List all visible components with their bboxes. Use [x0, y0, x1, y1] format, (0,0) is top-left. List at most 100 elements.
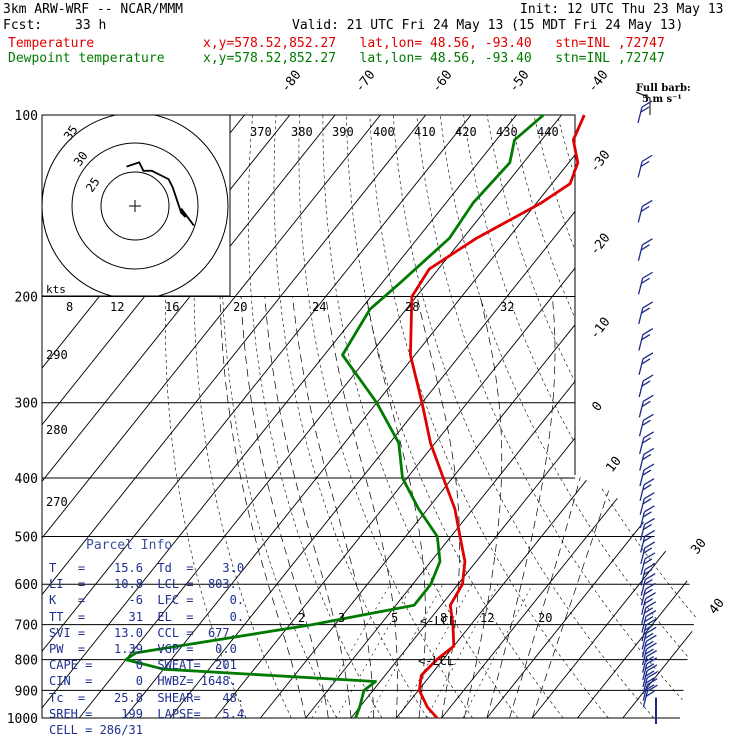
wind-barb-flag	[646, 671, 658, 679]
wind-barb-staff	[642, 684, 648, 701]
wind-barb-flag	[643, 413, 654, 421]
isotherm-line	[42, 115, 381, 718]
moist-adiabat	[416, 296, 460, 718]
theta-side-label: 290	[46, 348, 68, 362]
wind-barb-staff	[641, 607, 647, 624]
hodo-ring-label: 30	[71, 149, 91, 169]
dry-adiabat	[322, 115, 519, 718]
wind-barb-staff	[639, 469, 645, 487]
wind-barb	[642, 671, 658, 695]
wind-barb-staff	[642, 663, 648, 681]
dry-adiabat	[392, 115, 655, 718]
wind-barb-flag	[640, 106, 650, 113]
wind-barb-staff	[639, 454, 645, 471]
wind-barb	[642, 664, 658, 688]
isotherm-label: -20	[587, 231, 613, 259]
wind-barb-staff	[642, 691, 649, 708]
wind-barb	[642, 678, 658, 701]
wind-barb-flag	[643, 558, 653, 565]
wind-barb-flag	[644, 562, 656, 570]
isotherm-line	[42, 115, 472, 718]
dry-adiabat	[486, 115, 700, 718]
wind-barb-flag	[646, 634, 657, 642]
legend-dewpoint-info: x,y=578.52,852.27 lat,lon= 48.56, -93.40…	[203, 51, 665, 66]
parcel-info-row: SREH = 199 LAPSE= 5.4	[49, 706, 245, 721]
parcel-info-row: K = -6 LFC = 0.	[49, 593, 245, 608]
wind-barb-staff	[640, 536, 646, 553]
wind-barb	[638, 374, 654, 398]
parcel-info-row: Tc = 25.8 SHEAR= 48.	[49, 690, 245, 705]
parcel-info-row: LI = 10.8 LCL = 803.	[49, 577, 237, 592]
hodo-ring	[42, 115, 229, 296]
wind-barb-flag	[641, 307, 651, 314]
wind-barb	[638, 301, 654, 325]
full-barb-sample	[635, 91, 651, 99]
isotherm-label: 0	[589, 399, 606, 414]
isotherm-line	[124, 115, 608, 718]
wind-barb-flag	[641, 244, 650, 251]
mixing-ratio-line	[367, 584, 444, 718]
hodo-axis-label: 16	[165, 300, 179, 314]
isotherm-label: -10	[587, 315, 613, 343]
wind-barb	[640, 552, 656, 576]
isotherm-line	[622, 115, 700, 718]
wind-barb-flag	[642, 400, 651, 407]
wind-barb-flag	[643, 447, 655, 456]
wind-barb-staff	[638, 358, 644, 375]
wind-barb-flag	[646, 664, 658, 672]
wind-barb-flag	[645, 610, 657, 618]
isotherm-label: -30	[587, 148, 613, 176]
dry-adiabat	[674, 115, 700, 718]
wind-barb-flag	[642, 484, 652, 491]
isotherm-label: -60	[429, 68, 455, 96]
dry-adiabat	[247, 115, 383, 718]
mixing-ratio-line	[398, 584, 473, 718]
hodo-trace	[126, 161, 195, 226]
wind-barb-flag	[644, 517, 655, 525]
wind-barb-flag	[642, 498, 652, 505]
wind-barb	[637, 271, 653, 295]
wind-barb-flag	[642, 271, 653, 279]
wind-barb-flag	[642, 238, 653, 246]
isotherm-label: -80	[278, 68, 304, 96]
wind-barb-flag	[643, 568, 653, 575]
wind-barb-flag	[641, 199, 653, 207]
wind-barb	[640, 573, 656, 596]
wind-barb-flag	[645, 648, 654, 655]
mixing-ratio-line	[462, 584, 533, 718]
wind-barb-flag	[646, 649, 657, 658]
hodo-ring	[100, 171, 170, 241]
pressure-label: 600	[15, 578, 38, 593]
wind-barb	[640, 562, 656, 586]
hodo-axis-label: 12	[110, 300, 124, 314]
isotherm-line	[486, 115, 700, 718]
moist-adiabat	[240, 296, 329, 718]
parcel-info-row: PW = 1.39 VGP = 0.0	[49, 642, 237, 656]
wind-barb-flag	[643, 478, 655, 486]
isotherm-line	[78, 115, 562, 718]
wind-barb-flag	[645, 640, 654, 647]
wind-barb	[637, 238, 653, 261]
wind-barb	[638, 413, 654, 437]
parcel-info-title: Parcel Info	[86, 538, 173, 553]
wind-barb-staff	[642, 677, 648, 695]
hodo-ring-label: 35	[61, 123, 81, 143]
wind-barb-flag	[642, 419, 651, 426]
wind-barb-flag	[641, 277, 650, 284]
mixing-ratio-label: 8	[440, 611, 447, 625]
wind-barb-flag	[642, 352, 654, 360]
wind-barb-flag	[645, 670, 655, 677]
wind-barb-staff	[641, 641, 647, 658]
valid-time: Valid: 21 UTC Fri 24 May 13 (15 MDT Fri …	[292, 18, 684, 33]
hodo-ring-label: 25	[83, 175, 103, 195]
wind-barb	[640, 592, 656, 615]
mixing-ratio-label: 3	[338, 611, 345, 625]
wind-barb-staff	[641, 633, 647, 650]
moist-adiabat	[264, 296, 352, 718]
pressure-label: 500	[15, 530, 38, 545]
dry-adiabat	[463, 115, 700, 718]
pressure-label: 200	[15, 291, 38, 306]
isotherm-line	[42, 115, 336, 718]
legend-temperature-info: x,y=578.52,852.27 lat,lon= 48.56, -93.40…	[203, 36, 665, 51]
